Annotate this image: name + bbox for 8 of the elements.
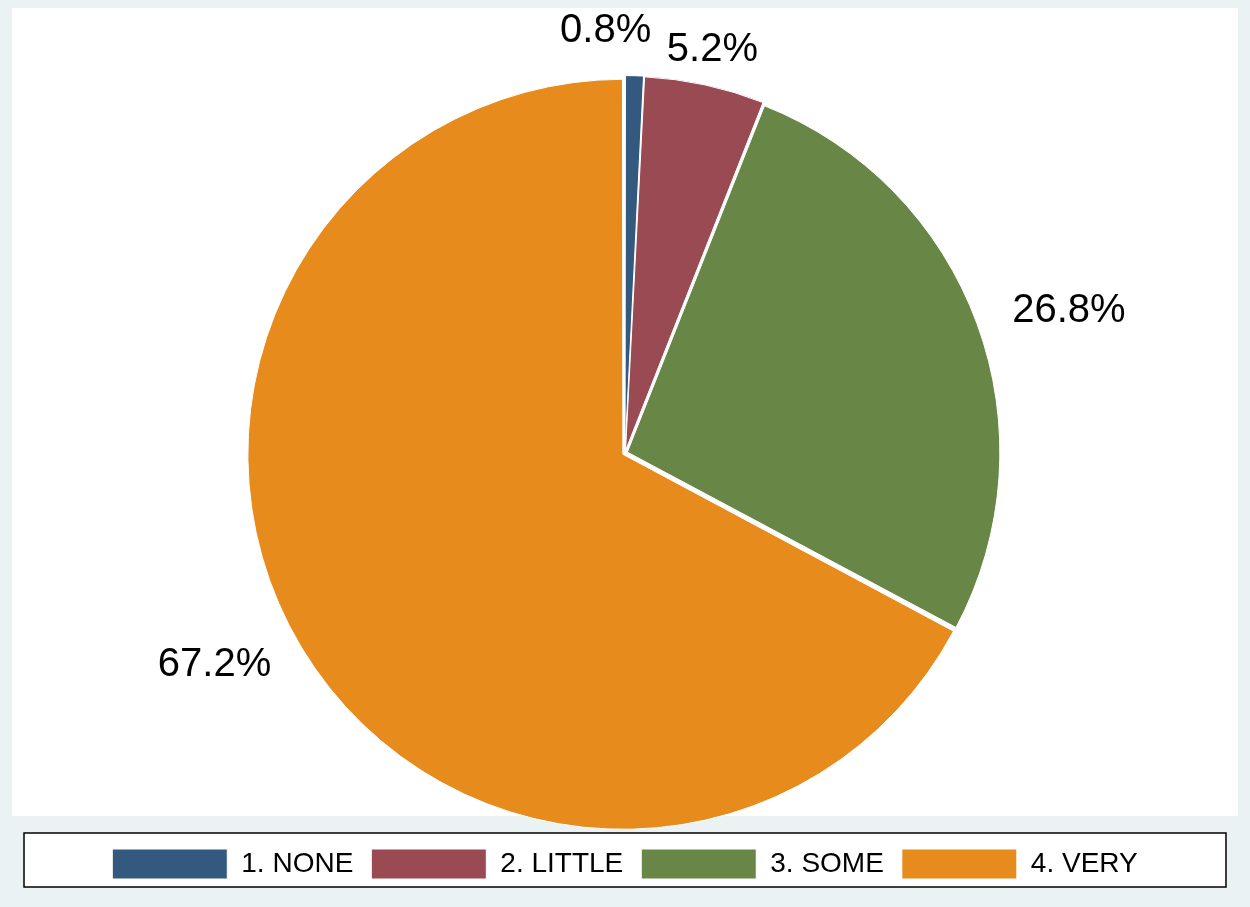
legend-label: 2. LITTLE <box>500 846 624 878</box>
data-label: 26.8% <box>1012 285 1126 330</box>
data-label: 67.2% <box>157 640 272 685</box>
legend-label: 4. VERY <box>1030 846 1139 878</box>
legend-label: 1. NONE <box>241 846 354 878</box>
legend-label: 3. SOME <box>770 846 884 878</box>
data-label: 0.8% <box>560 5 652 50</box>
data-label: 5.2% <box>666 24 759 69</box>
